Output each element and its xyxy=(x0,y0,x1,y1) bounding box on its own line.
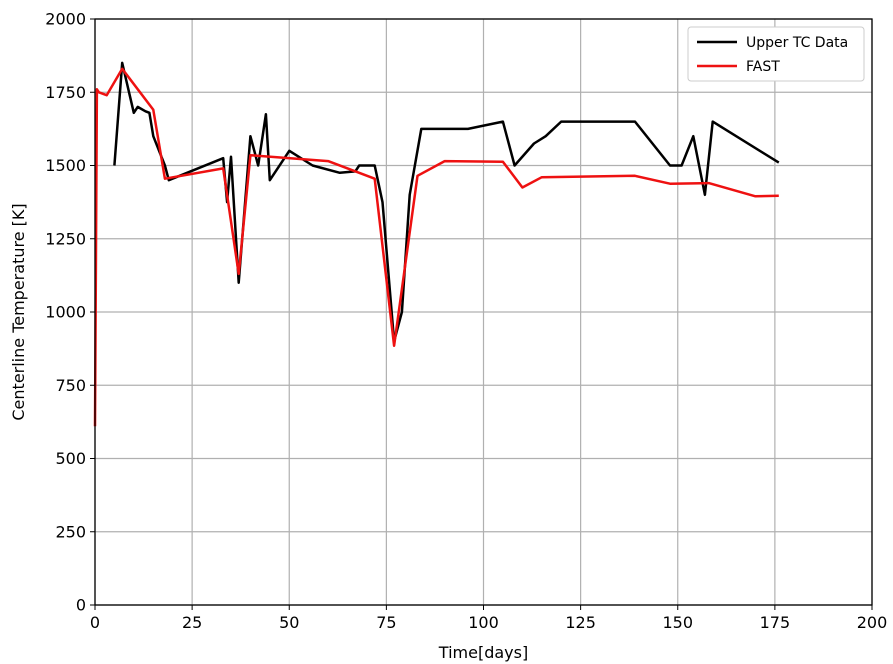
y-tick-label: 1000 xyxy=(45,303,86,322)
y-tick-label: 500 xyxy=(55,449,86,468)
ticks: 0 25 50 75 100 125 150 175 200025050075010001250… xyxy=(45,10,887,633)
series-line-fast xyxy=(93,67,779,427)
legend-box xyxy=(687,26,865,82)
legend-label-upper-tc-data: Upper TC Data xyxy=(746,35,848,51)
x-tick-label: 75 xyxy=(376,613,396,632)
x-tick-label: 0 xyxy=(90,613,100,632)
y-tick-label: 2000 xyxy=(45,10,86,29)
x-axis-label: Time[days] xyxy=(438,643,528,662)
legend-label-fast: FAST xyxy=(746,59,780,75)
x-tick-label: 200 xyxy=(857,613,888,632)
y-tick-label: 1500 xyxy=(45,156,86,175)
y-tick-label: 1750 xyxy=(45,83,86,102)
y-tick-label: 250 xyxy=(55,522,86,541)
y-tick-label: 750 xyxy=(55,376,86,395)
series-layer xyxy=(93,61,780,427)
x-tick-label: 150 xyxy=(662,613,693,632)
y-axis-label: Centerline Temperature [K] xyxy=(9,203,28,420)
legend: Upper TC Data FAST xyxy=(687,26,865,82)
x-tick-label: 175 xyxy=(760,613,791,632)
x-tick-label: 100 xyxy=(468,613,499,632)
y-tick-label: 1250 xyxy=(45,229,86,248)
x-tick-label: 50 xyxy=(279,613,299,632)
x-tick-label: 25 xyxy=(182,613,202,632)
y-tick-label: 0 xyxy=(76,596,86,615)
x-tick-label: 125 xyxy=(565,613,596,632)
